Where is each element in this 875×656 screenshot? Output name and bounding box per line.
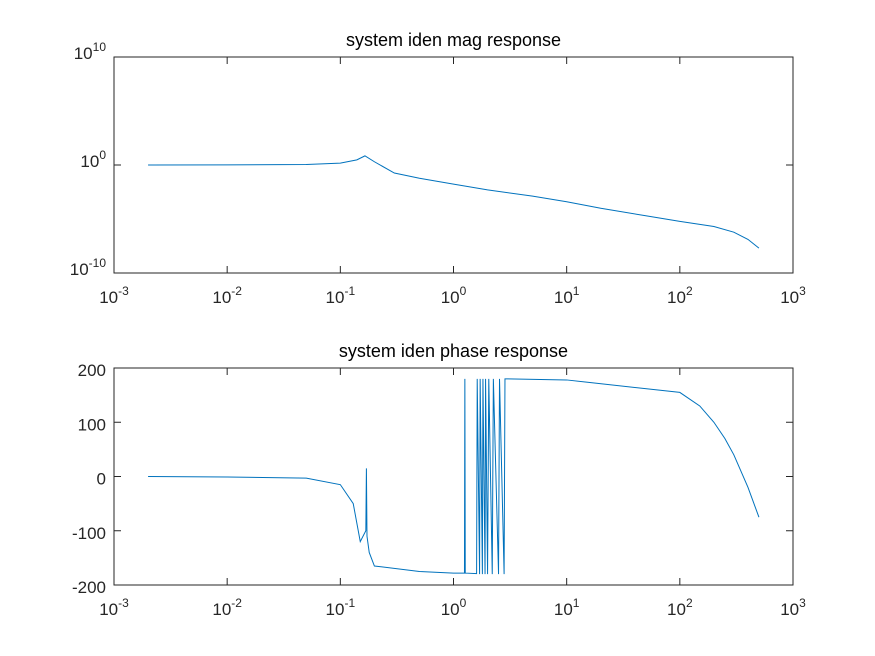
tick-exponent: 0 <box>460 284 467 298</box>
tick-base: 10 <box>212 288 231 307</box>
tick-exponent: 10 <box>93 40 107 54</box>
x-tick-label: 103 <box>780 284 806 307</box>
tick-exponent: 2 <box>686 596 693 610</box>
chart-title: system iden phase response <box>339 341 568 361</box>
tick-base: 10 <box>212 600 231 619</box>
tick-base: 10 <box>554 288 573 307</box>
tick-base: 10 <box>80 152 99 171</box>
x-tick-label: 103 <box>780 596 806 619</box>
tick-exponent: 3 <box>799 596 806 610</box>
y-tick-label: 0 <box>97 470 106 489</box>
tick-exponent: -2 <box>231 596 242 610</box>
y-tick-label: -100 <box>72 524 106 543</box>
tick-base: 10 <box>441 288 460 307</box>
tick-base: 10 <box>99 600 118 619</box>
tick-exponent: 1 <box>573 284 580 298</box>
tick-base: 10 <box>667 288 686 307</box>
x-tick-label: 100 <box>441 284 467 307</box>
y-tick-label: 1010 <box>74 40 107 63</box>
x-tick-label: 102 <box>667 284 693 307</box>
tick-base: 10 <box>780 600 799 619</box>
data-line <box>148 155 760 249</box>
x-tick-label: 10-3 <box>99 284 129 307</box>
y-tick-label: 100 <box>80 148 106 171</box>
y-tick-label: -200 <box>72 578 106 597</box>
tick-exponent: -1 <box>344 596 355 610</box>
x-tick-label: 101 <box>554 596 580 619</box>
tick-exponent: -10 <box>89 256 107 270</box>
tick-exponent: -1 <box>344 284 355 298</box>
x-tick-label: 100 <box>441 596 467 619</box>
tick-base: 10 <box>441 600 460 619</box>
tick-exponent: 1 <box>573 596 580 610</box>
axes-box <box>113 367 794 586</box>
tick-exponent: 3 <box>799 284 806 298</box>
tick-base: 10 <box>74 44 93 63</box>
tick-base: 10 <box>780 288 799 307</box>
x-tick-label: 10-2 <box>212 596 242 619</box>
x-tick-label: 10-1 <box>326 596 356 619</box>
data-line <box>148 378 760 575</box>
tick-exponent: 2 <box>686 284 693 298</box>
x-tick-label: 102 <box>667 596 693 619</box>
y-tick-label: 10-10 <box>70 256 107 279</box>
tick-exponent: 0 <box>99 148 106 162</box>
chart-title: system iden mag response <box>346 30 561 50</box>
tick-base: 10 <box>554 600 573 619</box>
x-tick-label: 10-2 <box>212 284 242 307</box>
y-tick-label: 200 <box>78 361 106 380</box>
y-tick-label: 100 <box>78 415 106 434</box>
tick-base: 10 <box>99 288 118 307</box>
tick-exponent: 0 <box>460 596 467 610</box>
x-tick-label: 10-1 <box>326 284 356 307</box>
tick-base: 10 <box>70 260 89 279</box>
x-tick-label: 10-3 <box>99 596 129 619</box>
tick-exponent: -3 <box>118 284 129 298</box>
x-tick-label: 101 <box>554 284 580 307</box>
tick-exponent: -3 <box>118 596 129 610</box>
tick-exponent: -2 <box>231 284 242 298</box>
tick-base: 10 <box>326 288 345 307</box>
tick-base: 10 <box>667 600 686 619</box>
tick-base: 10 <box>326 600 345 619</box>
